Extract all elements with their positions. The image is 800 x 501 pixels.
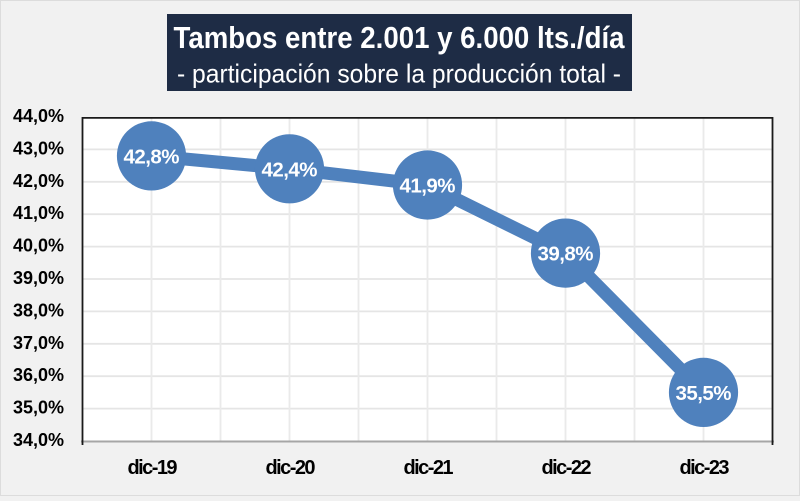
svg-text:- participación sobre la produ: - participación sobre la producción tota…	[177, 59, 621, 89]
svg-text:34,0%: 34,0%	[13, 430, 64, 450]
svg-text:42,4%: 42,4%	[262, 158, 318, 181]
svg-text:35,5%: 35,5%	[676, 382, 732, 405]
svg-text:39,0%: 39,0%	[13, 268, 64, 288]
svg-text:42,8%: 42,8%	[124, 146, 180, 169]
svg-text:40,0%: 40,0%	[13, 236, 64, 256]
svg-text:Tambos entre 2.001 y 6.000 lts: Tambos entre 2.001 y 6.000 lts./día	[174, 20, 626, 55]
svg-text:42,0%: 42,0%	[13, 171, 64, 191]
svg-text:dic-23: dic-23	[680, 457, 730, 479]
svg-text:43,0%: 43,0%	[13, 138, 64, 158]
svg-text:35,0%: 35,0%	[13, 398, 64, 418]
svg-text:dic-21: dic-21	[404, 457, 454, 479]
svg-text:dic-20: dic-20	[266, 457, 316, 479]
svg-text:38,0%: 38,0%	[13, 300, 64, 320]
svg-text:41,9%: 41,9%	[400, 175, 456, 198]
svg-text:41,0%: 41,0%	[13, 203, 64, 223]
svg-text:dic-22: dic-22	[542, 457, 592, 479]
svg-text:36,0%: 36,0%	[13, 365, 64, 385]
svg-text:44,0%: 44,0%	[13, 106, 64, 126]
svg-text:39,8%: 39,8%	[538, 243, 594, 266]
svg-text:dic-19: dic-19	[128, 457, 178, 479]
svg-text:37,0%: 37,0%	[13, 333, 64, 353]
